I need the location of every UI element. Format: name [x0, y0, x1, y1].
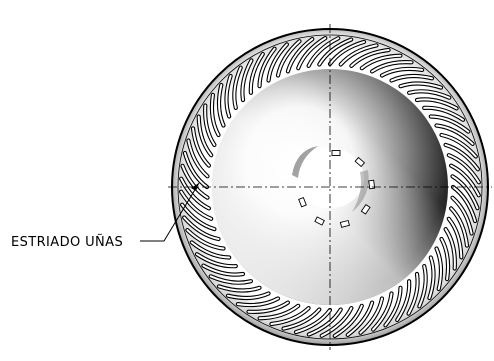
- serration-groove-highlight: [277, 40, 301, 77]
- hub-shadow-right: [352, 170, 369, 212]
- serration-groove-highlight: [190, 241, 231, 259]
- callout-label: ESTRIADO UÑAS: [11, 234, 123, 250]
- center-slot: [298, 196, 307, 208]
- serration-groove-highlight: [183, 216, 220, 240]
- serration-groove-highlight: [241, 59, 253, 101]
- serration-groove-highlight: [233, 66, 242, 109]
- serration-ring: [179, 36, 481, 338]
- serration-groove-highlight: [286, 38, 314, 73]
- serration-groove-highlight: [270, 307, 310, 325]
- serration-groove-highlight: [249, 53, 264, 94]
- serration-groove-highlight: [399, 82, 442, 89]
- serration-groove-highlight: [384, 286, 402, 327]
- serration-groove-highlight: [204, 104, 216, 146]
- center-slot: [360, 203, 371, 215]
- center-slot: [368, 179, 376, 190]
- center-slot: [339, 219, 350, 228]
- center-slot: [314, 216, 325, 226]
- serration-groove-highlight: [346, 301, 374, 336]
- callout-arrowhead: [191, 183, 199, 191]
- serration-groove-highlight: [359, 297, 383, 334]
- serration-groove-highlight: [333, 304, 363, 337]
- serration-groove-highlight: [329, 40, 365, 65]
- serration-groove-highlight: [408, 90, 451, 99]
- serration-groove-highlight: [227, 292, 270, 299]
- serration-groove-highlight: [258, 47, 276, 88]
- serration-groove-highlight: [218, 84, 225, 127]
- serration-groove-highlight: [197, 115, 213, 157]
- serration-groove-highlight: [440, 134, 477, 158]
- serration-groove-highlight: [236, 297, 279, 307]
- serration-groove-highlight: [444, 143, 479, 171]
- serration-groove-highlight: [307, 308, 342, 336]
- serration-groove-highlight: [451, 196, 473, 235]
- serration-groove-highlight: [339, 44, 378, 66]
- serration-groove-highlight: [180, 177, 210, 210]
- serration-groove-highlight: [440, 238, 450, 281]
- serration-groove-highlight: [202, 264, 244, 276]
- serration-groove-highlight: [181, 164, 209, 199]
- serration-groove-highlight: [180, 190, 213, 220]
- serration-groove-highlight: [209, 275, 252, 284]
- serration-groove-highlight: [407, 273, 419, 315]
- serration-groove-highlight: [186, 229, 225, 250]
- serration-groove-highlight: [247, 301, 289, 313]
- serration-groove-highlight: [452, 186, 477, 222]
- callout-leader-line: [140, 182, 200, 242]
- serration-groove-highlight: [196, 253, 237, 268]
- serration-groove-highlight: [429, 115, 470, 133]
- hub-shadow-left: [292, 146, 318, 178]
- serration-groove-highlight: [282, 308, 321, 330]
- center-slot: [331, 150, 341, 156]
- serration-groove-highlight: [267, 43, 288, 82]
- serration-groove-highlight: [447, 154, 480, 184]
- serration-groove-highlight: [183, 152, 208, 188]
- serration-groove-highlight: [450, 164, 480, 197]
- serration-groove-highlight: [225, 75, 232, 118]
- serration-groove-highlight: [444, 228, 456, 270]
- serration-groove-highlight: [435, 124, 474, 145]
- serration-groove-highlight: [435, 247, 442, 290]
- serration-groove-highlight: [450, 207, 468, 247]
- serration-groove-highlight: [451, 175, 479, 210]
- center-slots: [298, 150, 376, 228]
- serration-groove-highlight: [295, 309, 331, 334]
- serration-groove-highlight: [297, 37, 327, 70]
- serration-groove-highlight: [447, 217, 463, 259]
- serration-groove-highlight: [396, 280, 411, 321]
- serration-groove-highlight: [418, 265, 427, 308]
- serration-groove-highlight: [360, 54, 402, 70]
- center-slot: [354, 156, 366, 168]
- callout: ESTRIADO UÑAS: [11, 182, 200, 250]
- serration-groove-highlight: [187, 139, 209, 178]
- serration-groove-highlight: [307, 37, 340, 67]
- serration-groove-highlight: [192, 127, 210, 167]
- serration-groove-highlight: [371, 61, 413, 73]
- serration-groove-highlight: [350, 49, 390, 67]
- serration-groove-highlight: [372, 292, 393, 331]
- serration-groove-highlight: [218, 285, 261, 292]
- serration-groove-highlight: [318, 38, 353, 66]
- serration-groove-highlight: [423, 106, 464, 121]
- serration-groove-highlight: [390, 75, 433, 82]
- centerlines: [168, 24, 492, 350]
- serration-groove-highlight: [428, 256, 435, 299]
- serration-groove-highlight: [320, 307, 353, 337]
- serration-groove-highlight: [381, 67, 424, 77]
- serration-groove-highlight: [210, 93, 220, 136]
- serration-groove-highlight: [416, 98, 458, 110]
- serration-groove-highlight: [258, 304, 300, 320]
